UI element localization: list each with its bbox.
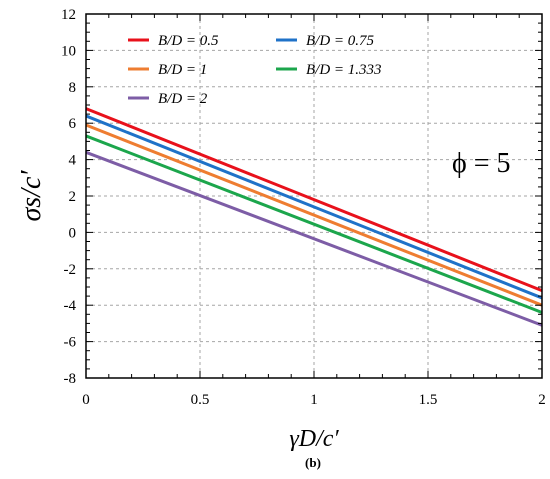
y-tick-label: -2: [64, 262, 77, 278]
series-line: [85, 123, 543, 307]
legend-label: B/D = 1: [158, 62, 207, 78]
legend-label: B/D = 0.5: [158, 33, 219, 49]
grid: [86, 14, 542, 378]
legend: B/D = 0.5 B/D = 0.75 B/D = 1 B/D = 1.333 B/D…: [128, 33, 382, 107]
phi-annotation: ϕ = 5: [452, 148, 511, 179]
x-tick-label: 0.5: [191, 392, 210, 408]
series-layer: [85, 107, 543, 327]
y-tick-label: 0: [69, 225, 77, 241]
y-tick-label: -6: [64, 335, 77, 351]
series-line: [85, 107, 543, 293]
y-tick-label: 10: [61, 43, 76, 59]
y-tick-label: -4: [64, 298, 77, 314]
y-tick-label: 6: [69, 116, 77, 132]
x-tick-label: 1.5: [419, 392, 438, 408]
x-tick-label: 2: [538, 392, 546, 408]
y-tick-label: 8: [69, 80, 77, 96]
legend-label: B/D = 2: [158, 91, 208, 107]
tick-labels: 0 0.5 1 1.5 2 -8 -6 -4 -2 0 2 4 6 8 10 12: [61, 7, 546, 408]
x-axis-title: γD/c′: [289, 426, 339, 452]
figure-caption: (b): [305, 455, 321, 470]
series-line: [85, 150, 543, 327]
legend-label: B/D = 0.75: [306, 33, 375, 49]
y-tick-label: 2: [69, 189, 77, 205]
series-line: [85, 114, 543, 300]
ticks: [85, 13, 543, 379]
y-tick-label: 4: [69, 153, 77, 169]
series-line: [85, 134, 543, 314]
y-tick-label: -8: [64, 371, 77, 387]
x-tick-label: 0: [82, 392, 90, 408]
legend-label: B/D = 1.333: [306, 62, 382, 78]
x-tick-label: 1: [310, 392, 318, 408]
y-axis-title: σs/c′: [16, 170, 47, 222]
y-tick-label: 12: [61, 7, 76, 23]
